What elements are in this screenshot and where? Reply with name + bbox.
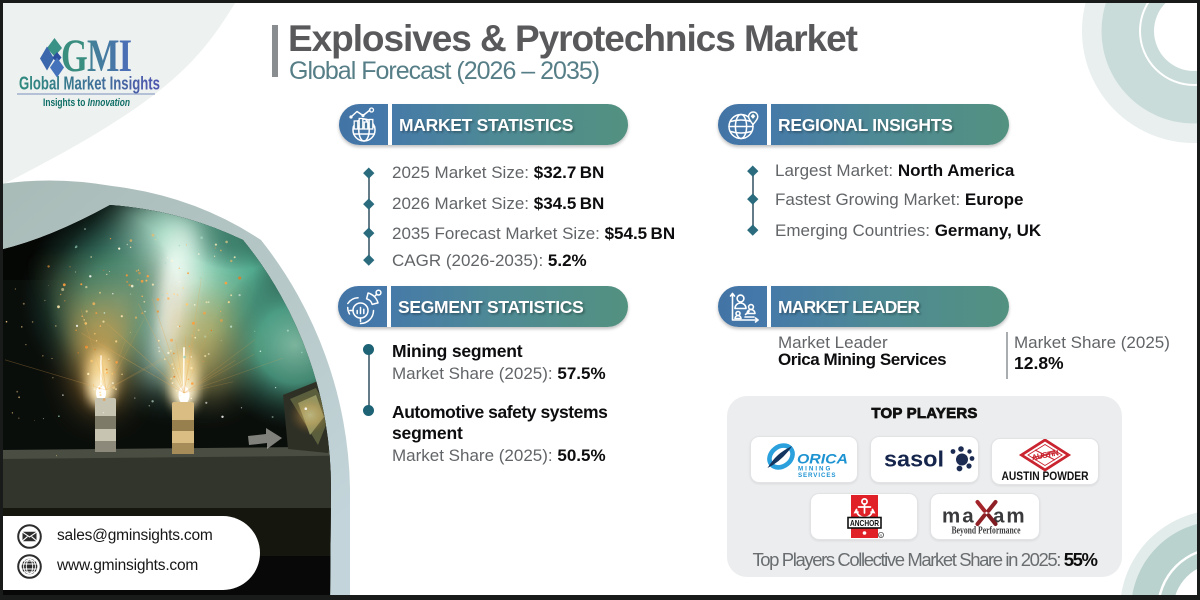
svg-text:Global Market Insights: Global Market Insights xyxy=(19,74,160,94)
svg-text:ANCHOR: ANCHOR xyxy=(850,518,879,528)
svg-text:ma: ma xyxy=(942,505,976,528)
svg-text:SERVICES: SERVICES xyxy=(798,472,836,479)
svg-text:sasol: sasol xyxy=(884,447,944,472)
svg-text:ORICA: ORICA xyxy=(797,451,848,467)
svg-text:MINING: MINING xyxy=(798,466,832,473)
svg-text:Insights to Innovation: Insights to Innovation xyxy=(43,97,130,109)
svg-text:Beyond Performance: Beyond Performance xyxy=(952,526,1021,537)
svg-text:R: R xyxy=(880,533,883,538)
svg-text:GMI: GMI xyxy=(61,29,132,82)
svg-text:am: am xyxy=(993,505,1027,528)
svg-text:AUSTIN POWDER: AUSTIN POWDER xyxy=(1002,471,1090,483)
